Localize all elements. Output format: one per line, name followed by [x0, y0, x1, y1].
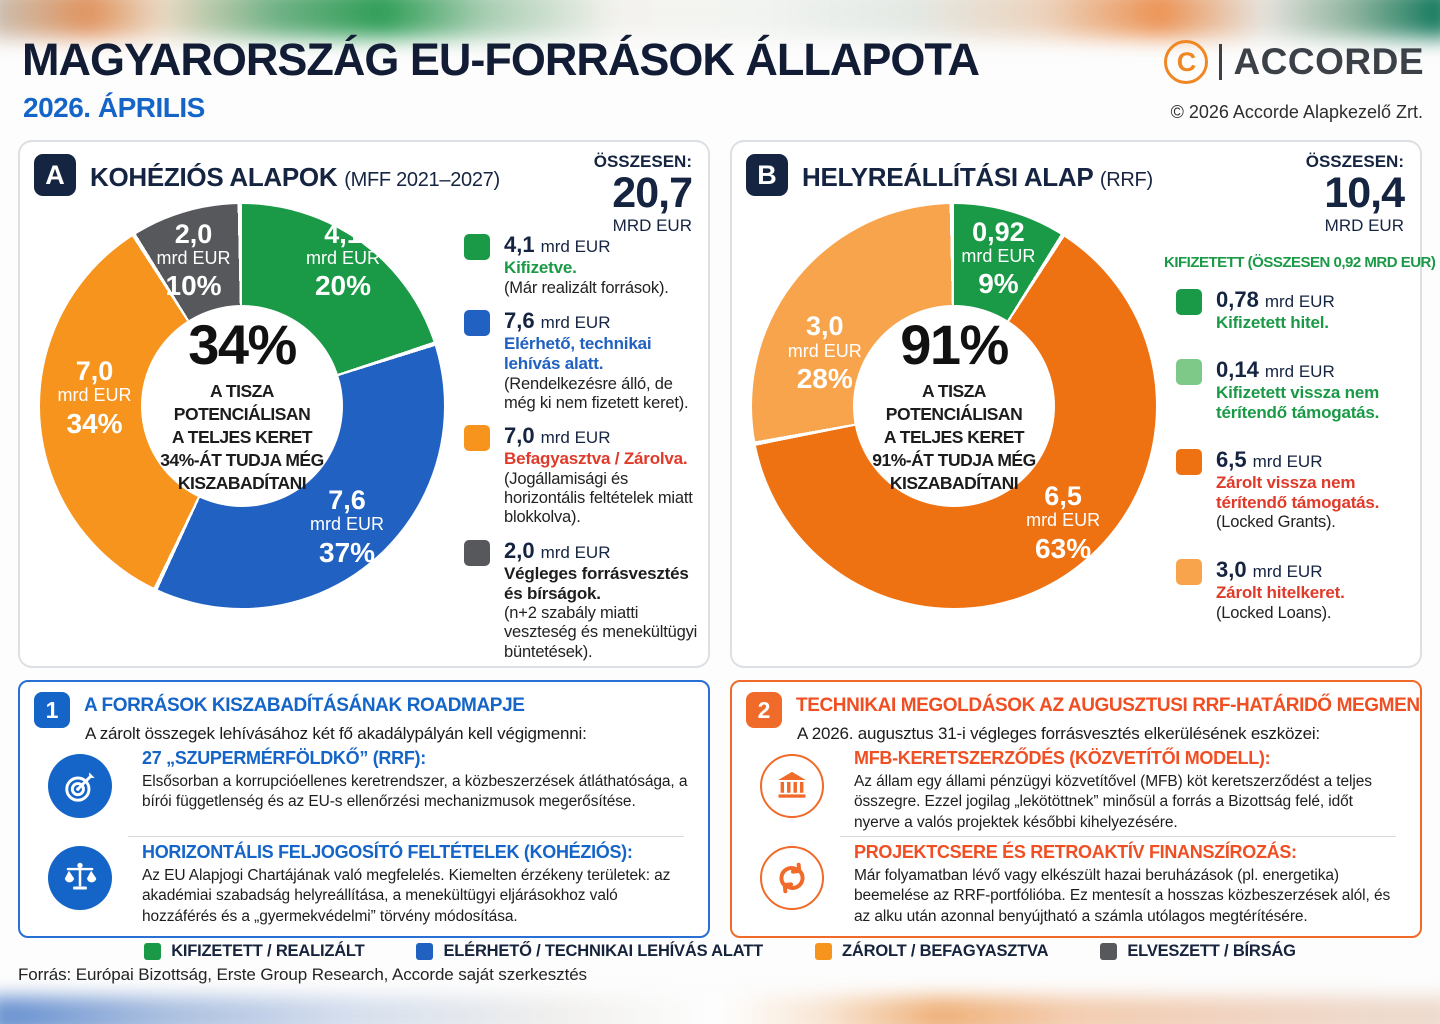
box2-title: TECHNIKAI MEGOLDÁSOK AZ AUGUSZTUSI RRF-H…	[796, 695, 1420, 716]
total-value: 20,7	[612, 169, 693, 217]
box2-item2: PROJEKTCSERE ÉS RETROAKTÍV FINANSZÍROZÁS…	[854, 842, 1391, 925]
total-label: ÖSSZESEN:	[1305, 152, 1404, 171]
total-unit: MRD EUR	[612, 215, 692, 235]
legend-swatch-orange	[815, 943, 833, 960]
legend-swatch-light-orange	[1176, 558, 1202, 585]
slice-label-paid: 0,92 mrd EUR 9%	[961, 216, 1036, 300]
panel-a-badge: A	[34, 154, 76, 196]
box2-subtitle: A 2026. augusztus 31-i végleges forrásve…	[797, 724, 1320, 743]
slice-label-lost: 2,0 mrd EUR 10%	[156, 218, 231, 302]
legend-swatch-orange	[464, 425, 490, 452]
panel-b-title: HELYREÁLLÍTÁSI ALAP (RRF)	[802, 162, 1153, 193]
legend-swatch-green	[464, 234, 490, 260]
total-label: ÖSSZESEN:	[593, 152, 692, 171]
total-unit: MRD EUR	[1324, 215, 1404, 235]
slice-label-paid: 4,1 mrd EUR 20%	[305, 218, 381, 302]
legend-item-frozen: 7,0 mrd EUR Befagyasztva / Zárolva. (Jogá…	[464, 423, 698, 527]
scales-icon	[48, 846, 112, 910]
panel-a-total: ÖSSZESEN: 20,7 MRD EUR	[593, 152, 693, 236]
donut-a-center: 34% A TISZA POTENCIÁLISAN A TELJES KERET…	[141, 305, 343, 507]
panel-b-badge: B	[746, 154, 788, 196]
legend-item-paid-grant: 0,14 mrd EUR Kifizetett vissza nem téríte…	[1176, 357, 1410, 423]
box1-item2: HORIZONTÁLIS FELJOGOSÍTÓ FELTÉTELEK (KOH…	[142, 842, 671, 925]
logo-divider	[1219, 44, 1223, 80]
panel-a-legend: 4,1 mrd EUR Kifizetve. (Már realizált for…	[464, 232, 698, 672]
global-legend-lost: ELVESZETT / BÍRSÁG	[1100, 942, 1296, 961]
panel-b-title-text: HELYREÁLLÍTÁSI ALAP	[802, 162, 1093, 192]
panel-a-title-text: KOHÉZIÓS ALAPOK	[90, 162, 338, 192]
legend-swatch-gray	[1100, 943, 1118, 960]
box1-item1: 27 „SZUPERMÉRFÖLDKŐ” (RRF): Elsősorban a…	[142, 748, 688, 811]
panel-cohesion-funds: A KOHÉZIÓS ALAPOK (MFF 2021–2027) ÖSSZES…	[18, 140, 710, 668]
panel-a-title: KOHÉZIÓS ALAPOK (MFF 2021–2027)	[90, 162, 500, 193]
swap-arrows-icon	[760, 846, 824, 910]
total-value: 10,4	[1324, 169, 1405, 217]
legend-header-paid: KIFIZETETT (ÖSSZESEN 0,92 MRD EUR)	[1164, 254, 1436, 271]
info-boxes: 1 A FORRÁSOK KISZABADÍTÁSÁNAK ROADMAPJE …	[18, 680, 1422, 938]
box1-title: A FORRÁSOK KISZABADÍTÁSÁNAK ROADMAPJE	[84, 695, 525, 716]
top-photo-edge	[0, 0, 1440, 38]
bottom-photo-edge	[0, 996, 1440, 1024]
accorde-logo: C ACCORDE	[1164, 40, 1424, 84]
logo-wordmark: ACCORDE	[1233, 41, 1424, 82]
target-icon	[48, 754, 112, 818]
box2-badge: 2	[746, 692, 782, 728]
slice-label-available: 7,6 mrd EUR 37%	[310, 485, 385, 568]
donut-b-center: 91% A TISZA POTENCIÁLISAN A TELJES KERET…	[853, 305, 1055, 507]
panel-rrf: B HELYREÁLLÍTÁSI ALAP (RRF) ÖSSZESEN: 10…	[730, 140, 1436, 668]
page-subtitle: 2026. ÁPRILIS	[23, 92, 205, 123]
global-legend: KIFIZETETT / REALIZÁLT ELÉRHETŐ / TECHNI…	[0, 942, 1440, 961]
slice-label-locked-loans: 3,0 mrd EUR 28%	[787, 311, 862, 395]
global-legend-available: ELÉRHETŐ / TECHNIKAI LEHÍVÁS ALATT	[416, 942, 763, 961]
legend-item-paid: 4,1 mrd EUR Kifizetve. (Már realizált for…	[464, 232, 698, 298]
legend-swatch-light-green	[1176, 359, 1202, 386]
copyright-text: © 2026 Accorde Alapkezelő Zrt.	[1170, 102, 1423, 122]
box1-badge: 1	[34, 692, 70, 728]
chart-panels: A KOHÉZIÓS ALAPOK (MFF 2021–2027) ÖSSZES…	[18, 140, 1436, 668]
panel-b-total: ÖSSZESEN: 10,4 MRD EUR	[1305, 152, 1405, 236]
legend-item-locked-loans: 3,0 mrd EUR Zárolt hitelkeret. (Locked Lo…	[1176, 557, 1410, 623]
legend-swatch-blue	[464, 310, 490, 337]
accorde-c-icon: C	[1164, 40, 1209, 84]
donut-chart-cohesion: 4,1 mrd EUR 20% 7,6 mrd EUR 37% 7,0 mrd …	[40, 204, 444, 608]
bank-icon	[760, 754, 824, 818]
legend-item-paid-loan: 0,78 mrd EUR Kifizetett hitel.	[1176, 287, 1410, 333]
slice-label-locked-grants: 6,5 mrd EUR 63%	[1026, 481, 1101, 564]
page-title: MAGYARORSZÁG EU-FORRÁSOK ÁLLAPOTA	[22, 34, 980, 85]
donut-chart-rrf: 0,92 mrd EUR 9% 6,5 mrd EUR 63% 3,0 mrd …	[752, 204, 1156, 608]
box2-item1: MFB-KERETSZERZŐDÉS (KÖZVETÍTŐI MODELL): …	[854, 748, 1372, 831]
legend-item-lost: 2,0 mrd EUR Végleges forrásvesztés és bír…	[464, 538, 698, 662]
slice-label-frozen: 7,0 mrd EUR 34%	[57, 355, 132, 439]
legend-item-available: 7,6 mrd EUR Elérhető, technikai lehívás a…	[464, 308, 698, 413]
legend-swatch-green	[1176, 289, 1202, 315]
legend-swatch-dark-orange	[1176, 448, 1202, 475]
legend-item-locked-grants: 6,5 mrd EUR Zárolt vissza nem térítendő t…	[1176, 447, 1410, 533]
panel-b-legend: KIFIZETETT (ÖSSZESEN 0,92 MRD EUR) 0,78 m…	[1164, 254, 1436, 647]
panel-b-title-suffix: (RRF)	[1099, 169, 1153, 191]
global-legend-paid: KIFIZETETT / REALIZÁLT	[144, 942, 365, 961]
legend-swatch-gray	[464, 539, 490, 566]
technical-solutions-box: 2 TECHNIKAI MEGOLDÁSOK AZ AUGUSZTUSI RRF…	[730, 680, 1422, 938]
global-legend-locked: ZÁROLT / BEFAGYASZTVA	[815, 942, 1049, 961]
divider	[840, 836, 1396, 837]
legend-swatch-green	[144, 943, 162, 960]
box1-subtitle: A zárolt összegek lehívásához két fő aka…	[85, 724, 587, 743]
legend-swatch-blue	[416, 943, 434, 960]
divider	[128, 836, 684, 837]
roadmap-box: 1 A FORRÁSOK KISZABADÍTÁSÁNAK ROADMAPJE …	[18, 680, 710, 938]
source-note: Forrás: Európai Bizottság, Erste Group R…	[18, 965, 587, 984]
panel-a-title-suffix: (MFF 2021–2027)	[344, 169, 500, 191]
